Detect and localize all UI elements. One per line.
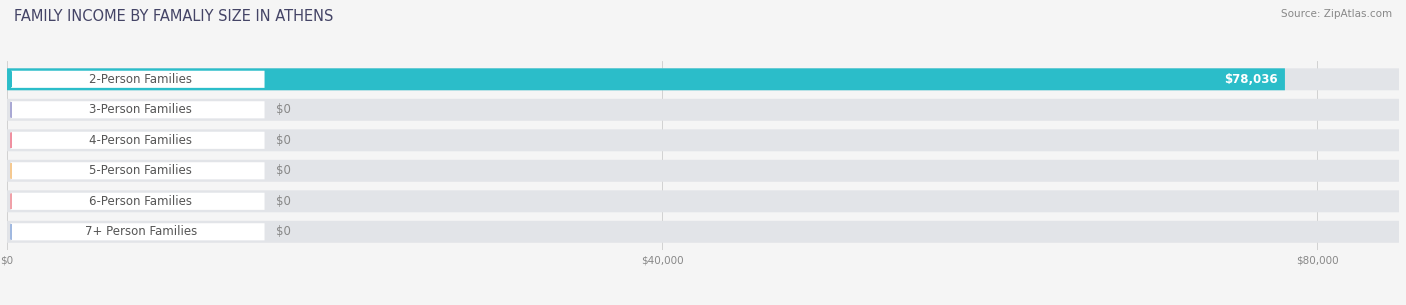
- FancyBboxPatch shape: [7, 99, 1399, 121]
- FancyBboxPatch shape: [7, 129, 1399, 151]
- Text: $0: $0: [276, 164, 291, 177]
- Text: 2-Person Families: 2-Person Families: [90, 73, 193, 86]
- FancyBboxPatch shape: [7, 160, 1399, 182]
- Text: $78,036: $78,036: [1225, 73, 1278, 86]
- Text: $0: $0: [276, 103, 291, 116]
- Text: 7+ Person Families: 7+ Person Families: [84, 225, 197, 238]
- Text: 4-Person Families: 4-Person Families: [90, 134, 193, 147]
- Text: 3-Person Families: 3-Person Families: [90, 103, 193, 116]
- FancyBboxPatch shape: [11, 71, 264, 88]
- Text: FAMILY INCOME BY FAMALIY SIZE IN ATHENS: FAMILY INCOME BY FAMALIY SIZE IN ATHENS: [14, 9, 333, 24]
- FancyBboxPatch shape: [7, 68, 1399, 90]
- FancyBboxPatch shape: [11, 132, 264, 149]
- Text: $0: $0: [276, 225, 291, 238]
- Text: 5-Person Families: 5-Person Families: [90, 164, 193, 177]
- FancyBboxPatch shape: [11, 101, 264, 118]
- FancyBboxPatch shape: [11, 193, 264, 210]
- Text: 6-Person Families: 6-Person Families: [90, 195, 193, 208]
- FancyBboxPatch shape: [7, 221, 1399, 243]
- Text: $0: $0: [276, 195, 291, 208]
- FancyBboxPatch shape: [11, 162, 264, 179]
- Text: Source: ZipAtlas.com: Source: ZipAtlas.com: [1281, 9, 1392, 19]
- FancyBboxPatch shape: [7, 190, 1399, 212]
- Text: $0: $0: [276, 134, 291, 147]
- FancyBboxPatch shape: [11, 223, 264, 240]
- FancyBboxPatch shape: [7, 68, 1285, 90]
